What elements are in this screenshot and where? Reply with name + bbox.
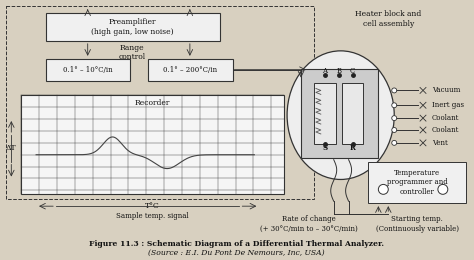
Text: T°C: T°C [145,202,160,210]
FancyBboxPatch shape [314,82,336,144]
Circle shape [392,116,397,121]
Circle shape [392,103,397,108]
Text: Temperature
programmer and
controller: Temperature programmer and controller [387,169,447,196]
Text: Rate of change
(+ 30°C/min to – 30°C/min): Rate of change (+ 30°C/min to – 30°C/min… [260,215,358,233]
Text: Inert gas: Inert gas [432,101,464,109]
Text: B: B [336,67,341,75]
Text: S: S [322,144,328,152]
Text: Heater block and
cell assembly: Heater block and cell assembly [355,10,421,28]
FancyBboxPatch shape [368,162,465,203]
Text: 0.1° – 200°C/in: 0.1° – 200°C/in [163,66,217,74]
Text: Range
control: Range control [119,44,146,61]
Ellipse shape [287,51,394,179]
Text: Vacuum: Vacuum [432,86,460,94]
Circle shape [378,184,388,194]
Circle shape [392,88,397,93]
Text: Figure 11.3 : Schematic Diagram of a Differential Thermal Analyzer.: Figure 11.3 : Schematic Diagram of a Dif… [89,240,384,248]
Text: Coolant: Coolant [432,114,459,122]
Circle shape [392,140,397,145]
FancyBboxPatch shape [301,69,378,158]
FancyBboxPatch shape [342,82,364,144]
Text: Coolant: Coolant [432,126,459,134]
FancyBboxPatch shape [21,95,284,194]
Text: Sample temp. signal: Sample temp. signal [116,212,189,220]
Text: Vent: Vent [432,139,447,147]
Text: A: A [322,67,327,75]
Text: (Source : E.I. Du Pont De Nemours, Inc, USA): (Source : E.I. Du Pont De Nemours, Inc, … [148,249,325,257]
Text: Recorder: Recorder [135,99,170,107]
FancyBboxPatch shape [46,13,219,41]
Text: C: C [350,67,355,75]
Text: R: R [350,144,356,152]
Text: 0.1° – 10°C/in: 0.1° – 10°C/in [63,66,112,74]
FancyBboxPatch shape [46,59,130,81]
Circle shape [392,127,397,133]
Text: Starting temp.
(Continuously variable): Starting temp. (Continuously variable) [375,215,458,233]
FancyBboxPatch shape [148,59,233,81]
Circle shape [438,184,448,194]
Text: ΔT: ΔT [6,144,17,152]
Text: Preamplifier
(high gain, low noise): Preamplifier (high gain, low noise) [91,18,173,36]
